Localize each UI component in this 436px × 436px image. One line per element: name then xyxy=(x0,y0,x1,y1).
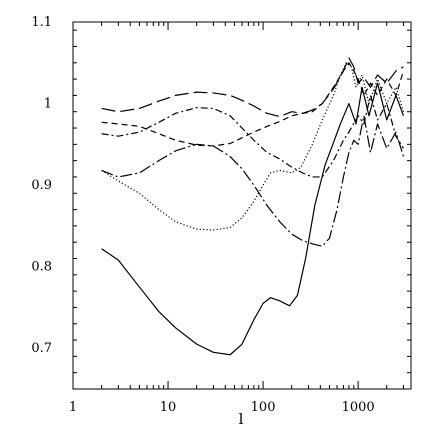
axis-ticks xyxy=(72,22,411,390)
y-tick-label: 1.1 xyxy=(31,15,52,30)
axis-labels: 1 10 100 1000 0.7 0.8 0.9 1 1.1 xyxy=(31,15,374,415)
series-line-dashed-short xyxy=(101,62,405,147)
x-tick-label: 1000 xyxy=(342,400,375,415)
y-tick-label: 0.9 xyxy=(31,178,52,193)
series-line-dotted xyxy=(101,62,405,231)
y-tick-label: 1 xyxy=(44,97,52,112)
series-line-solid xyxy=(101,82,405,356)
x-axis-label: l xyxy=(239,410,244,428)
x-tick-label: 1 xyxy=(69,400,77,415)
x-tick-label: 10 xyxy=(160,400,177,415)
plot-frame xyxy=(72,21,412,390)
x-tick-label: 100 xyxy=(251,400,276,415)
series-lines xyxy=(101,57,405,356)
y-tick-label: 0.8 xyxy=(31,260,52,275)
plot-border xyxy=(72,21,412,390)
y-tick-label: 0.7 xyxy=(31,341,52,356)
series-line-long-dash-dot xyxy=(101,115,405,247)
series-line-dash-dot xyxy=(101,94,404,178)
